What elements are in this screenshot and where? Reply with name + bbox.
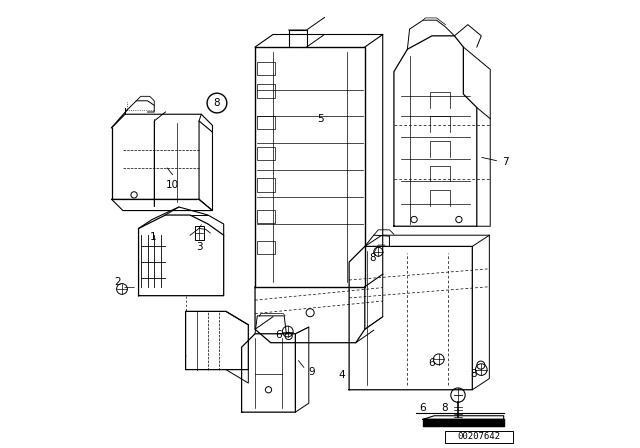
Text: 2: 2 [114,277,121,287]
Text: 8: 8 [214,98,220,108]
Text: 6: 6 [428,358,435,368]
Bar [195,226,204,240]
Text: 6: 6 [420,403,426,413]
Bar [423,419,504,426]
Text: 1: 1 [150,233,157,242]
Text: 5: 5 [317,114,323,124]
Text: 00207642: 00207642 [458,432,500,441]
Text: 7: 7 [502,157,509,167]
Text: 8: 8 [369,253,376,263]
Text: 9: 9 [309,367,316,377]
Bar [445,431,513,443]
Text: 3: 3 [196,242,203,252]
Text: 6: 6 [275,330,282,340]
Text: 8: 8 [470,369,477,379]
Text: 4: 4 [338,370,345,380]
Text: 10: 10 [166,180,179,190]
Text: 8: 8 [441,403,448,413]
